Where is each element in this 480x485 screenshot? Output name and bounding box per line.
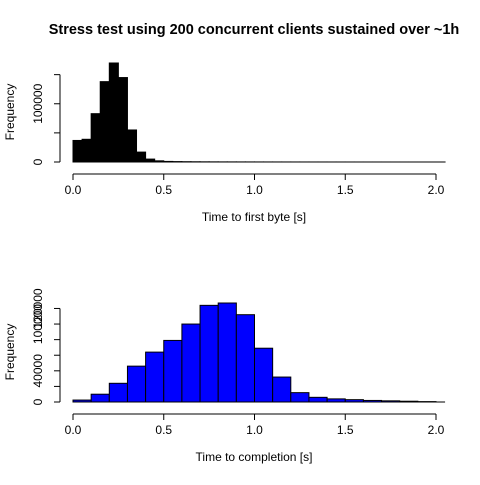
y-tick-label: 0 bbox=[31, 158, 45, 165]
x-axis-label: Time to first byte [s] bbox=[202, 210, 306, 224]
histogram-bar bbox=[91, 114, 100, 162]
y-axis: 0 100000 bbox=[31, 75, 60, 166]
y-axis-label: Frequency bbox=[3, 84, 17, 141]
x-tick-label: 1.0 bbox=[246, 183, 263, 197]
bar-group bbox=[73, 303, 445, 402]
x-axis-label: Time to completion [s] bbox=[196, 450, 313, 464]
y-tick-label: 0 bbox=[31, 398, 45, 405]
histogram-bar bbox=[182, 324, 200, 402]
y-tick-label: 100000 bbox=[31, 83, 45, 123]
x-tick-label: 0.5 bbox=[155, 423, 172, 437]
histogram-bar bbox=[273, 377, 291, 402]
histogram-bar bbox=[291, 393, 309, 402]
histogram-bar bbox=[255, 348, 273, 402]
chart-title: Stress test using 200 concurrent clients… bbox=[49, 22, 460, 38]
histogram-bar bbox=[218, 303, 236, 402]
histogram-bar bbox=[127, 366, 145, 402]
x-tick-label: 0.0 bbox=[65, 183, 82, 197]
histogram-bar bbox=[118, 78, 127, 162]
x-tick-label: 0.0 bbox=[65, 423, 82, 437]
x-tick-label: 0.5 bbox=[155, 183, 172, 197]
x-tick-label: 1.5 bbox=[337, 183, 354, 197]
x-axis: 0.0 0.5 1.0 1.5 2.0 bbox=[65, 174, 445, 197]
x-tick-label: 2.0 bbox=[428, 423, 445, 437]
histogram-bar bbox=[236, 315, 254, 402]
bar-group bbox=[73, 63, 445, 162]
y-tick-label: 40000 bbox=[31, 354, 45, 388]
x-tick-label: 2.0 bbox=[428, 183, 445, 197]
histogram-bar bbox=[100, 82, 109, 162]
histogram-bar bbox=[109, 383, 127, 402]
histogram-bar bbox=[164, 340, 182, 402]
histogram-time-to-first-byte: 0.0 0.5 1.0 1.5 2.0 0 100000 Time to first by… bbox=[3, 63, 445, 224]
y-axis-label: Frequency bbox=[3, 324, 17, 381]
x-tick-label: 1.0 bbox=[246, 423, 263, 437]
histogram-bar bbox=[91, 394, 109, 402]
histogram-bar bbox=[309, 397, 327, 402]
histogram-bar bbox=[146, 352, 164, 402]
x-tick-label: 1.5 bbox=[337, 423, 354, 437]
x-axis: 0.0 0.5 1.0 1.5 2.0 bbox=[65, 414, 445, 437]
histogram-bar bbox=[82, 139, 91, 162]
histogram-bar bbox=[109, 63, 118, 162]
histogram-bar bbox=[200, 305, 218, 402]
histogram-bar bbox=[73, 140, 82, 162]
histogram-bar bbox=[137, 152, 146, 162]
histogram-bar bbox=[127, 130, 136, 162]
y-tick-label: 120000 bbox=[31, 288, 45, 328]
